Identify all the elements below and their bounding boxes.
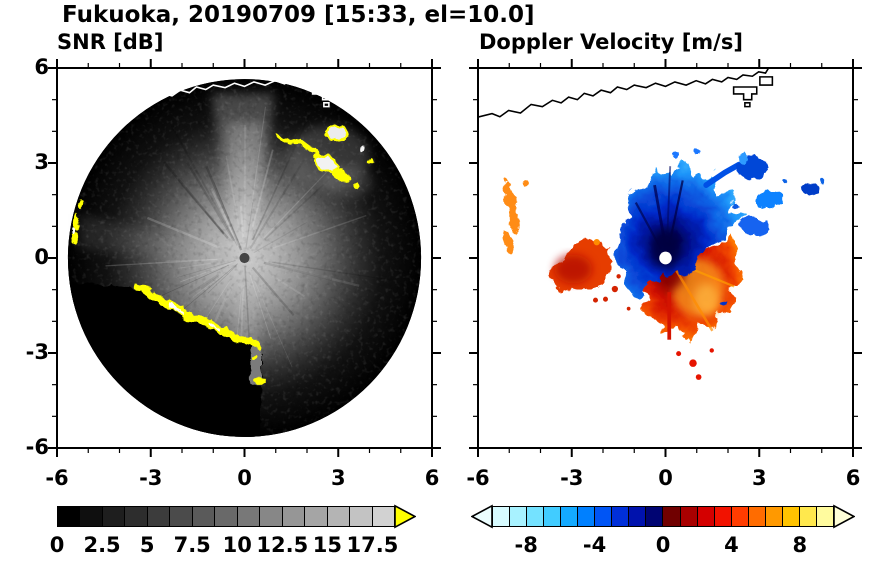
snr-x-axis-labels: -6 -3 0 3 6 [45,466,439,492]
y-tick-label: -6 [25,435,49,459]
colorbar-segment [578,507,596,526]
snr-coastline [57,68,353,118]
colorbar-segment [714,507,732,526]
colorbar-segment [612,507,630,526]
y-tick-label: -3 [25,340,49,364]
snr-northeast-clutter [274,125,373,198]
colorbar-segment [799,507,817,526]
velocity-plot-area [478,68,825,380]
colorbar-segment [260,507,283,526]
colorbar-tick-label: 8 [792,533,808,557]
velocity-colorbar-labels: -8 -4 0 4 8 [492,533,834,561]
velocity-colorbar-under-arrow [471,504,493,529]
snr-seabreeze-front [133,284,265,386]
snr-plot-frame [56,67,433,449]
colorbar-segment [527,507,545,526]
colorbar-tick-label: 0 [655,533,671,557]
colorbar-segment [215,507,238,526]
colorbar-segment [58,507,81,526]
vel-red-ray [667,292,672,340]
x-tick-label: -6 [466,466,490,490]
colorbar-tick-label: 10 [222,533,252,557]
y-tick-label: 0 [34,245,49,269]
x-tick-label: -3 [560,466,584,490]
vel-south-red-specks [676,348,714,380]
colorbar-segment [816,507,833,526]
colorbar-segment [595,507,613,526]
colorbar-segment [561,507,579,526]
vel-radar-center-dot [659,251,672,265]
colorbar-segment [237,507,261,526]
colorbar-tick-label: 4 [724,533,739,557]
velocity-x-axis-labels: -6 -3 0 3 6 [466,466,860,492]
vel-west-red-echo [544,239,609,293]
figure-title: Fukuoka, 20190709 [15:33, el=10.0] [62,2,535,28]
y-tick-label: 3 [34,150,49,174]
colorbar-tick-label: -4 [582,533,607,557]
colorbar-segment [493,507,511,526]
colorbar-segment [282,507,306,526]
colorbar-segment [510,507,528,526]
snr-colorbar [57,506,395,527]
colorbar-segment [192,507,216,526]
colorbar-segment [646,507,664,526]
colorbar-segment [372,507,395,526]
colorbar-segment [629,507,647,526]
velocity-panel-title: Doppler Velocity [m/s] [479,30,743,54]
colorbar-segment [782,507,800,526]
colorbar-tick-label: 5 [139,533,155,557]
colorbar-segment [125,507,148,526]
colorbar-segment [697,507,715,526]
snr-south-echo-streak [248,345,260,387]
snr-plot-area [57,68,422,437]
colorbar-tick-label: 15 [312,533,343,557]
y-tick-label: 6 [34,55,49,79]
colorbar-tick-label: 7.5 [173,533,211,557]
snr-colorbar-over-arrow [394,504,416,529]
x-tick-label: 0 [237,466,252,490]
velocity-colorbar [492,506,834,527]
vel-east-blue-echoes [669,150,825,309]
colorbar-segment [350,507,373,526]
x-tick-label: 6 [845,466,861,490]
snr-west-clutter [68,202,82,247]
vel-coastline [478,68,774,118]
colorbar-segment [731,507,749,526]
x-tick-label: -3 [139,466,163,490]
colorbar-segment [147,507,171,526]
vel-navy-core [649,228,682,269]
colorbar-segment [102,507,126,526]
velocity-plot [469,59,862,457]
colorbar-segment [663,507,681,526]
velocity-colorbar-over-arrow [833,504,855,529]
snr-y-axis-labels: 6 3 0 -3 -6 [3,55,49,459]
colorbar-segment [80,507,103,526]
colorbar-tick-label: 17.5 [346,533,399,557]
x-tick-label: -6 [45,466,69,490]
snr-colorbar-labels: 0 2.5 5 7.5 10 12.5 15 17.5 [50,533,399,561]
colorbar-segment [544,507,562,526]
snr-panel-title: SNR [dB] [57,30,164,54]
colorbar-tick-label: 12.5 [256,533,309,557]
vel-west-orange-arcs [500,179,527,257]
x-tick-label: 6 [424,466,440,490]
x-tick-label: 0 [658,466,673,490]
velocity-plot-frame [477,67,854,449]
colorbar-tick-label: -8 [514,533,538,557]
colorbar-tick-label: 2.5 [83,533,121,557]
snr-plot [48,59,441,457]
colorbar-segment [748,507,766,526]
x-tick-label: 3 [330,466,346,490]
colorbar-tick-label: 0 [49,533,65,557]
colorbar-segment [305,507,328,526]
x-tick-label: 3 [751,466,767,490]
colorbar-segment [327,507,351,526]
colorbar-segment [765,507,783,526]
colorbar-segment [170,507,193,526]
colorbar-segment [680,507,698,526]
snr-radar-center-dot [239,252,250,264]
